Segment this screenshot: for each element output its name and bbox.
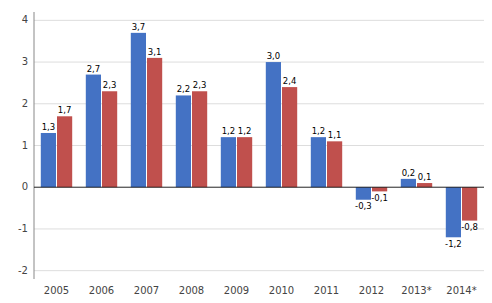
zero-line	[34, 187, 484, 188]
bar	[192, 91, 207, 187]
data-label: 2,3	[103, 80, 117, 90]
data-label: 1,3	[42, 122, 56, 132]
grid	[34, 20, 484, 270]
x-tick-label: 2009	[224, 285, 249, 296]
grid-line	[34, 270, 484, 271]
data-label: 2,7	[87, 64, 101, 74]
y-tick-label: -1	[18, 223, 28, 234]
bar	[372, 187, 387, 191]
bar	[147, 58, 162, 187]
y-axis: -2 -1 0 1 2 3 4	[18, 12, 34, 279]
x-tick-label: 2008	[179, 285, 204, 296]
y-tick-label: -2	[18, 265, 28, 276]
bar	[41, 133, 56, 187]
bar	[86, 75, 101, 188]
bar	[102, 91, 117, 187]
grid-line	[34, 62, 484, 63]
y-tick-label: 1	[22, 140, 28, 151]
data-label: -0,3	[355, 201, 372, 211]
grid-line	[34, 145, 484, 146]
x-tick-label: 2005	[44, 285, 69, 296]
x-tick-label: 2014*	[446, 285, 476, 296]
grid-line	[34, 103, 484, 104]
data-label: 2,2	[177, 84, 191, 94]
y-tick-label: 2	[22, 98, 28, 109]
bars	[41, 33, 477, 237]
data-label: -0,8	[461, 222, 478, 232]
chart-svg: -2 -1 0 1 2 3 4 1,3 2,7 3,7 2,2 1,2 3,0 1,2 -0,3 0,2 -1,…	[0, 0, 492, 303]
bar	[221, 137, 236, 187]
x-tick-label: 2007	[134, 285, 159, 296]
grid-line	[34, 187, 484, 188]
bar	[311, 137, 326, 187]
y-tick-label: 3	[22, 56, 28, 67]
bar	[462, 187, 477, 220]
x-tick-label: 2013*	[401, 285, 431, 296]
x-axis: 2005 2006 2007 2008 2009 2010 2011 2012 2013* 201…	[44, 285, 477, 296]
data-label: 1,1	[328, 130, 342, 140]
x-tick-label: 2011	[314, 285, 339, 296]
data-label: 1,7	[58, 105, 72, 115]
data-label: 3,1	[148, 47, 162, 57]
bar	[131, 33, 146, 187]
bar	[401, 179, 416, 187]
bar	[266, 62, 281, 187]
data-label: 1,2	[222, 126, 236, 136]
data-label: 0,2	[402, 168, 416, 178]
data-label: -1,2	[445, 239, 462, 249]
chart-container: -2 -1 0 1 2 3 4 1,3 2,7 3,7 2,2 1,2 3,0 1,2 -0,3 0,2 -1,…	[0, 0, 492, 303]
y-tick-label: 4	[22, 14, 28, 25]
data-label: 3,7	[132, 22, 146, 32]
x-tick-label: 2006	[89, 285, 114, 296]
data-label: -0,1	[371, 193, 388, 203]
grid-line	[34, 20, 484, 21]
data-label: 3,0	[267, 51, 281, 61]
y-tick-label: 0	[22, 181, 28, 192]
grid-line	[34, 228, 484, 229]
bar	[327, 141, 342, 187]
data-labels: 1,3 2,7 3,7 2,2 1,2 3,0 1,2 -0,3 0,2 -1,2 1,7 2,3 3,…	[42, 22, 478, 249]
data-label: 2,4	[283, 76, 297, 86]
bar	[282, 87, 297, 187]
bar	[176, 95, 191, 187]
bar	[417, 183, 432, 187]
data-label: 2,3	[193, 80, 207, 90]
data-label: 1,2	[238, 126, 252, 136]
data-label: 0,1	[418, 172, 432, 182]
bar	[57, 116, 72, 187]
bar	[356, 187, 371, 200]
data-label: 1,2	[312, 126, 326, 136]
bar	[237, 137, 252, 187]
bar	[446, 187, 461, 237]
x-tick-label: 2010	[269, 285, 294, 296]
page: {"chart_data": {"type": "bar", "categori…	[0, 0, 492, 303]
y-axis-line	[34, 12, 35, 279]
x-tick-label: 2012	[359, 285, 384, 296]
